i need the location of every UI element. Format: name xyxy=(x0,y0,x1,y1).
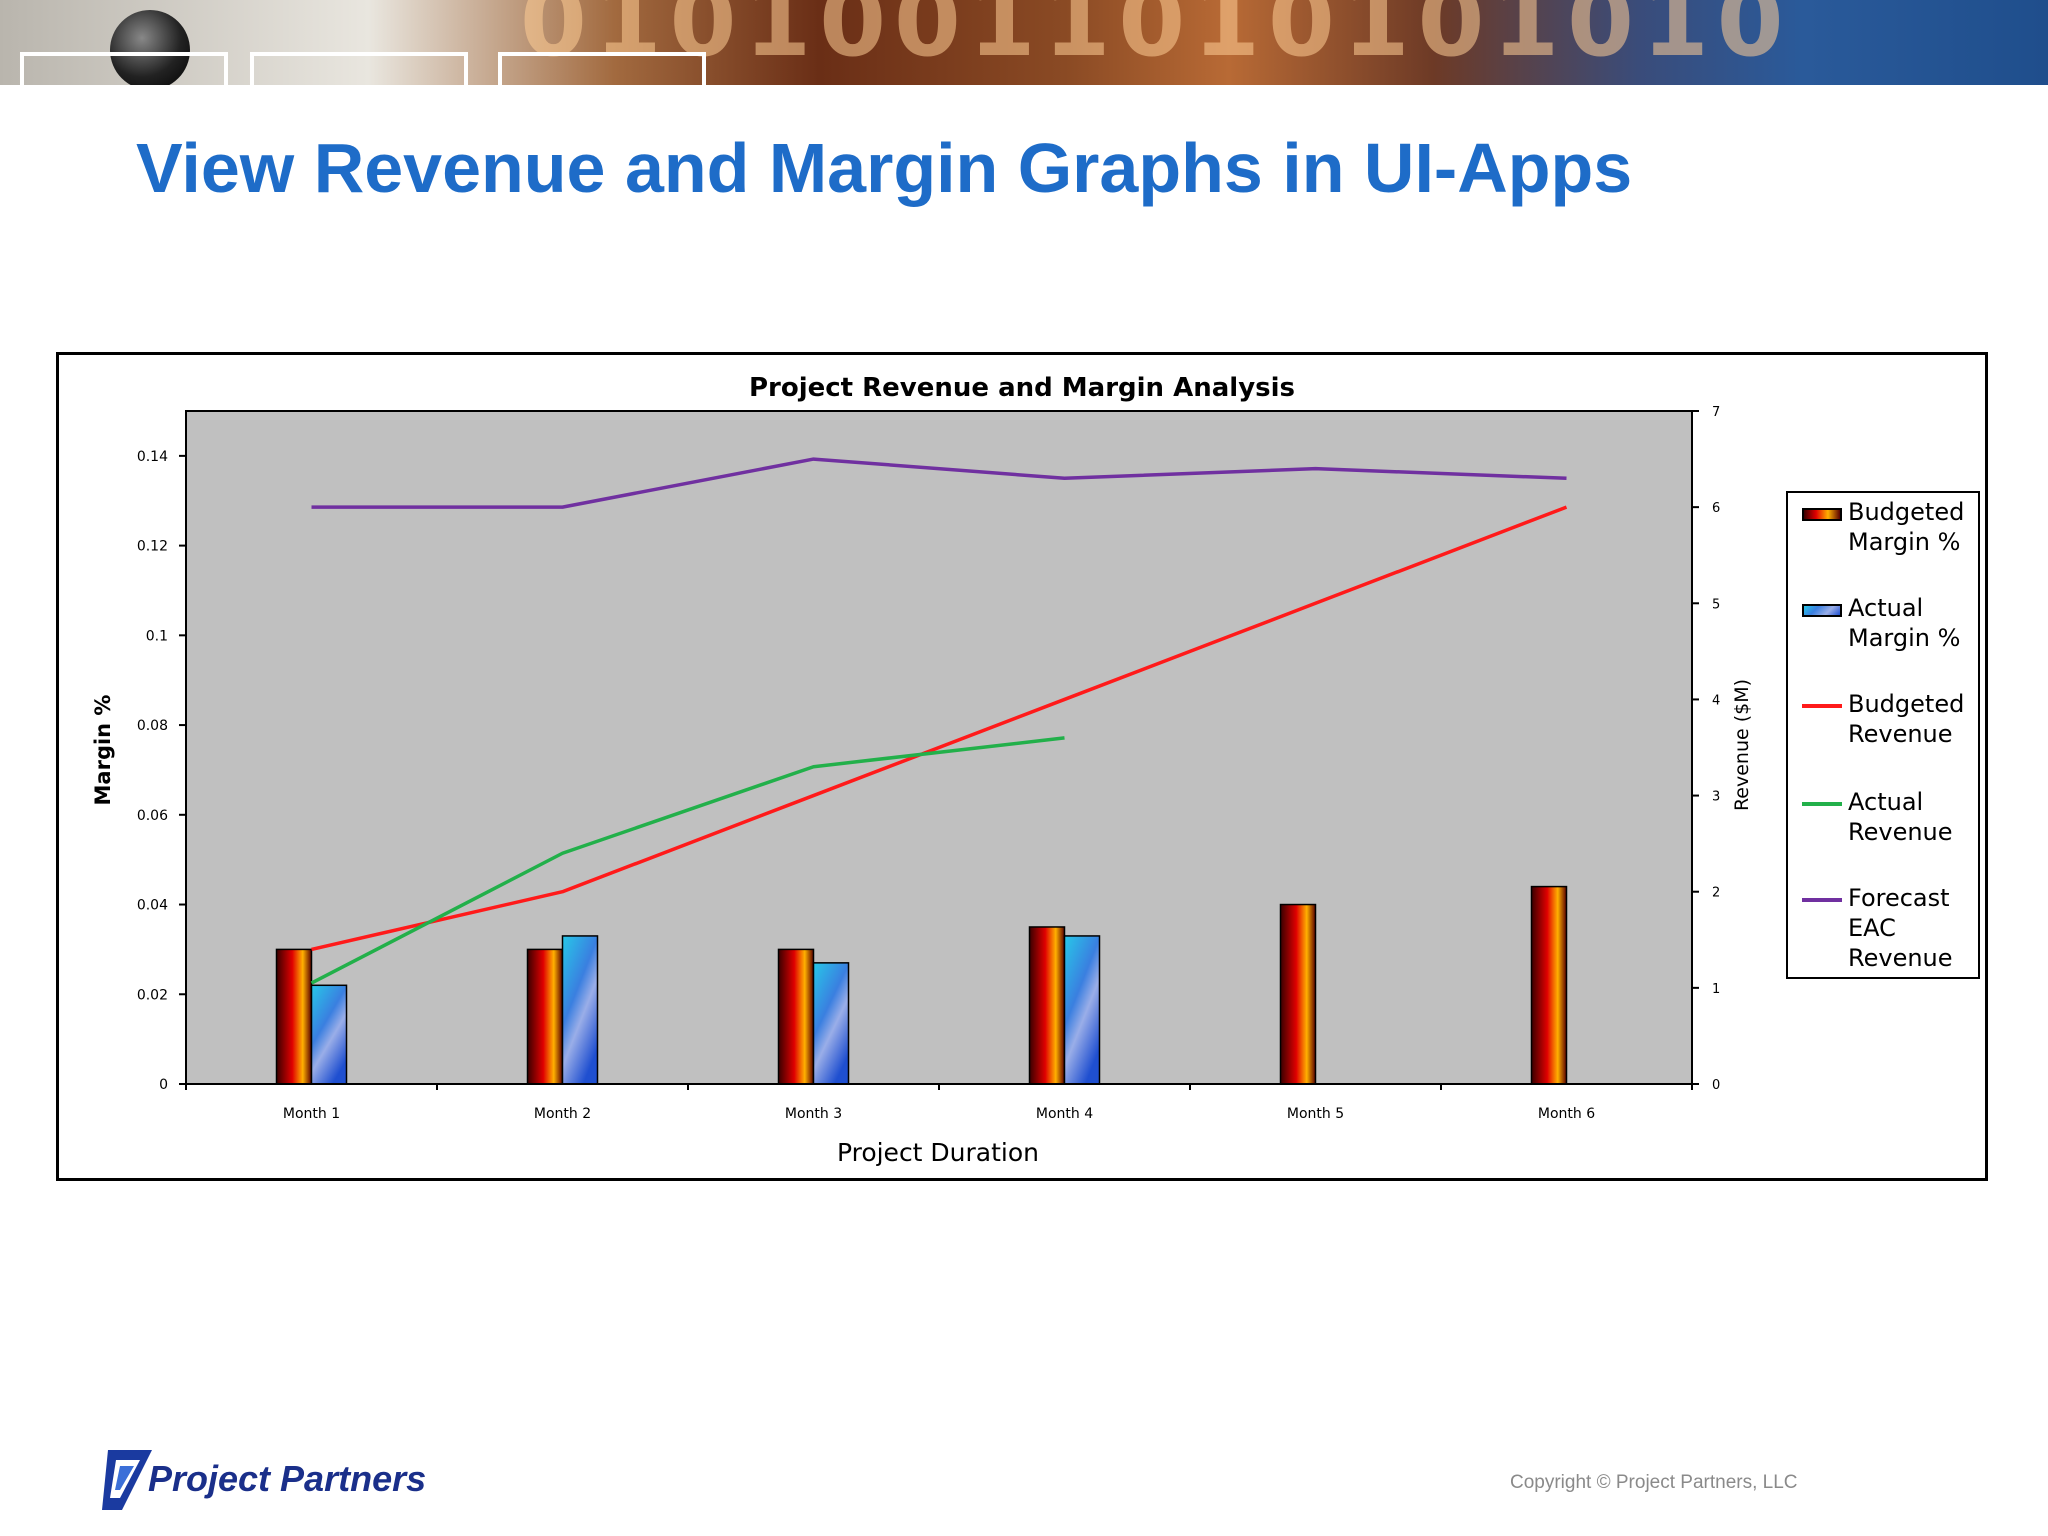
chart-title: Project Revenue and Margin Analysis xyxy=(749,373,1295,403)
banner-frame-right xyxy=(498,52,706,85)
line-actual-revenue xyxy=(310,736,1065,985)
x-tick-label: Month 6 xyxy=(1538,1106,1595,1122)
bar-actual-margin-2 xyxy=(561,935,599,1085)
y-axis-title: Margin % xyxy=(91,695,115,806)
banner-frame-left xyxy=(20,52,228,85)
y-tick-label: 0.12 xyxy=(137,539,168,555)
legend-swatch-line xyxy=(1802,898,1842,902)
legend-swatch-box xyxy=(1802,508,1842,521)
x-tick-label: Month 2 xyxy=(534,1106,591,1122)
y-right-tick-label: 7 xyxy=(1712,405,1720,420)
project-partners-logo: Project Partners xyxy=(100,1446,460,1516)
bar-budgeted-margin-6 xyxy=(1530,885,1568,1085)
bars-layer xyxy=(275,885,1568,1085)
y-right-tick-label: 4 xyxy=(1712,693,1720,708)
banner-knob-image xyxy=(110,10,190,85)
y-tick-label: 0.02 xyxy=(137,987,168,1003)
bar-budgeted-margin-4 xyxy=(1028,926,1066,1085)
logo-icon xyxy=(102,1450,152,1510)
y-right-tick-label: 0 xyxy=(1712,1078,1720,1093)
bar-budgeted-margin-3 xyxy=(777,948,815,1085)
copyright-text: Copyright © Project Partners, LLC xyxy=(1510,1472,1798,1493)
x-tick-label: Month 3 xyxy=(785,1106,842,1122)
x-tick-label: Month 1 xyxy=(283,1106,340,1122)
y-right-tick-label: 3 xyxy=(1712,790,1720,805)
bar-budgeted-margin-1 xyxy=(275,948,313,1085)
legend-label: Forecast EAC Revenue xyxy=(1848,884,1953,972)
lines-layer xyxy=(310,457,1568,985)
axes-layer: 0 0.02 0.04 0.06 0.08 0.1 0.12 0.14 0 1 2 3 4 5 6 7 Mont… xyxy=(137,405,1720,1122)
logo-text: Project Partners xyxy=(148,1458,427,1499)
header-banner: 01010011010101010 xyxy=(0,0,2048,85)
line-forecast-eac-revenue xyxy=(311,457,1567,509)
y-tick-label: 0.14 xyxy=(137,449,168,465)
x-tick-label: Month 4 xyxy=(1036,1106,1093,1122)
x-axis-title: Project Duration xyxy=(837,1138,1039,1167)
banner-digits: 01010011010101010 xyxy=(520,0,1792,78)
y-tick-label: 0.1 xyxy=(146,628,168,644)
legend-label: Actual Revenue xyxy=(1848,788,1953,846)
bar-budgeted-margin-2 xyxy=(526,948,564,1085)
y-right-tick-label: 5 xyxy=(1712,597,1720,612)
legend-label: Budgeted Revenue xyxy=(1848,690,1965,748)
bar-actual-margin-4 xyxy=(1063,935,1101,1085)
y-tick-label: 0 xyxy=(159,1077,168,1093)
line-budgeted-revenue xyxy=(311,505,1568,952)
legend-swatch-line xyxy=(1802,802,1842,806)
slide-title: View Revenue and Margin Graphs in UI-App… xyxy=(136,129,1633,207)
legend-swatch-box xyxy=(1802,604,1842,617)
x-tick-label: Month 5 xyxy=(1287,1106,1344,1122)
y-axis-right-title: Revenue ($M) xyxy=(1731,679,1753,811)
legend-label: Budgeted Margin % xyxy=(1848,498,1965,556)
bar-actual-margin-3 xyxy=(812,962,850,1085)
y-tick-label: 0.04 xyxy=(137,898,168,914)
bar-actual-margin-1 xyxy=(310,984,348,1085)
y-tick-label: 0.08 xyxy=(137,718,168,734)
y-right-tick-label: 1 xyxy=(1712,982,1720,997)
legend-label: Actual Margin % xyxy=(1848,594,1961,652)
banner-frame-middle xyxy=(250,52,468,85)
y-tick-label: 0.06 xyxy=(137,808,168,824)
legend-swatch-line xyxy=(1802,704,1842,708)
y-right-tick-label: 6 xyxy=(1712,501,1720,516)
y-right-tick-label: 2 xyxy=(1712,886,1720,901)
bar-budgeted-margin-5 xyxy=(1279,903,1317,1085)
chart-legend: Budgeted Margin % Actual Margin % Budgeted… xyxy=(1786,491,1980,979)
